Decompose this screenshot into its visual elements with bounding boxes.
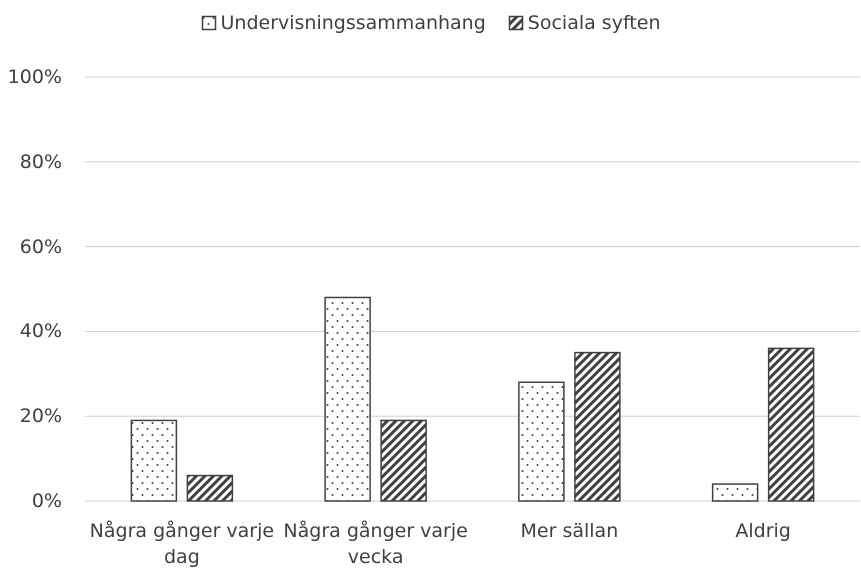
legend-item: Undervisningssammanhang: [201, 12, 486, 34]
x-tick-label: Aldrig: [735, 520, 791, 542]
y-tick-label: 80%: [19, 150, 62, 173]
y-tick-label: 40%: [19, 320, 62, 343]
y-tick-label: 0%: [31, 490, 62, 512]
legend-swatch: [201, 15, 216, 31]
bar: [324, 296, 371, 502]
bar: [130, 419, 178, 502]
x-tick-label: Några gånger varje vecka: [283, 520, 468, 568]
y-tick-label: 100%: [7, 66, 62, 88]
legend-label: Undervisningssammanhang: [220, 12, 486, 34]
legend-swatch: [508, 15, 524, 31]
bar: [711, 483, 759, 502]
bar: [574, 351, 621, 502]
bar: [186, 474, 234, 502]
y-tick-label: 60%: [19, 235, 62, 258]
bar: [380, 419, 427, 502]
bar: [767, 347, 815, 502]
legend: Undervisningssammanhang Sociala syften: [0, 12, 861, 34]
x-tick-label: Mer sällan: [520, 520, 619, 542]
bar: [518, 381, 565, 502]
y-tick-label: 20%: [19, 405, 62, 428]
legend-swatch-box: [508, 15, 524, 31]
legend-label: Sociala syften: [527, 12, 661, 34]
legend-swatch-box: [201, 15, 216, 31]
x-tick-label: Några gånger varje dag: [89, 520, 275, 568]
legend-item: Sociala syften: [508, 12, 661, 34]
